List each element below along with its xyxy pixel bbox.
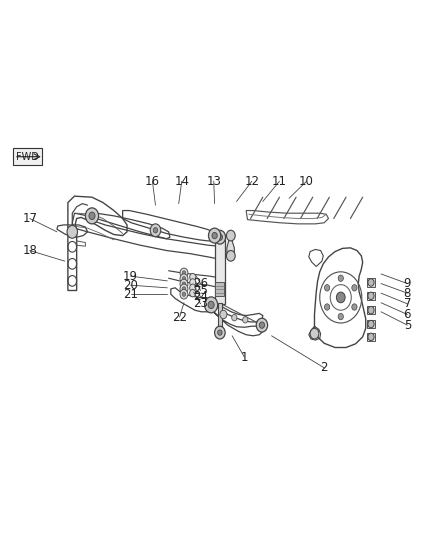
Polygon shape: [367, 292, 375, 300]
Text: FWD: FWD: [16, 152, 39, 161]
Circle shape: [182, 277, 186, 281]
Text: 5: 5: [404, 319, 411, 332]
Circle shape: [180, 284, 188, 294]
Text: 17: 17: [22, 212, 37, 225]
Circle shape: [85, 208, 99, 224]
Text: 13: 13: [206, 175, 221, 188]
Circle shape: [215, 326, 225, 339]
Text: 10: 10: [299, 175, 314, 188]
Circle shape: [217, 234, 223, 240]
Circle shape: [180, 274, 188, 284]
Circle shape: [153, 228, 158, 233]
Polygon shape: [367, 333, 375, 341]
Circle shape: [368, 279, 374, 286]
Circle shape: [212, 232, 217, 239]
Polygon shape: [215, 282, 224, 296]
Text: 18: 18: [22, 244, 37, 257]
Circle shape: [182, 282, 186, 286]
Circle shape: [310, 328, 319, 339]
Circle shape: [325, 285, 330, 291]
Circle shape: [368, 292, 374, 300]
Text: 1: 1: [240, 351, 248, 364]
Circle shape: [226, 251, 235, 261]
Circle shape: [208, 301, 214, 309]
Circle shape: [368, 306, 374, 314]
Circle shape: [180, 268, 188, 278]
Text: 14: 14: [174, 175, 189, 188]
Text: 21: 21: [123, 288, 138, 301]
Text: 12: 12: [244, 175, 259, 188]
Text: 25: 25: [193, 284, 208, 297]
Polygon shape: [367, 278, 375, 287]
Circle shape: [368, 320, 374, 328]
Polygon shape: [367, 306, 375, 314]
Circle shape: [232, 314, 237, 321]
Text: 24: 24: [193, 290, 208, 303]
Circle shape: [190, 273, 196, 281]
Polygon shape: [218, 303, 222, 330]
Circle shape: [256, 318, 268, 332]
Text: 7: 7: [403, 297, 411, 310]
Text: 20: 20: [123, 279, 138, 292]
Text: 2: 2: [320, 361, 328, 374]
Circle shape: [89, 212, 95, 220]
Circle shape: [338, 275, 343, 281]
Circle shape: [338, 313, 343, 320]
Circle shape: [180, 279, 188, 289]
FancyBboxPatch shape: [13, 148, 42, 165]
Circle shape: [182, 292, 186, 296]
Text: 16: 16: [145, 175, 160, 188]
Circle shape: [368, 333, 374, 341]
Circle shape: [190, 289, 196, 297]
Circle shape: [190, 284, 196, 292]
Text: 19: 19: [123, 270, 138, 282]
Text: 6: 6: [403, 308, 411, 321]
Circle shape: [336, 292, 345, 303]
Circle shape: [226, 230, 235, 241]
Circle shape: [243, 317, 248, 323]
Circle shape: [190, 279, 196, 286]
Polygon shape: [215, 239, 225, 304]
Text: 26: 26: [193, 277, 208, 290]
Text: 9: 9: [403, 277, 411, 290]
Circle shape: [208, 228, 221, 243]
Circle shape: [150, 224, 161, 237]
Text: 23: 23: [193, 297, 208, 310]
Circle shape: [325, 304, 330, 310]
Circle shape: [182, 287, 186, 291]
Polygon shape: [227, 236, 234, 257]
Text: 8: 8: [404, 287, 411, 300]
Circle shape: [220, 310, 227, 319]
Circle shape: [182, 271, 186, 275]
Text: 11: 11: [272, 175, 287, 188]
Circle shape: [352, 304, 357, 310]
Text: 22: 22: [172, 311, 187, 324]
Polygon shape: [367, 320, 375, 328]
Circle shape: [67, 225, 78, 238]
Circle shape: [205, 297, 218, 313]
Circle shape: [180, 289, 188, 299]
Circle shape: [214, 230, 226, 244]
Circle shape: [218, 330, 222, 335]
Circle shape: [259, 322, 265, 328]
Circle shape: [352, 285, 357, 291]
